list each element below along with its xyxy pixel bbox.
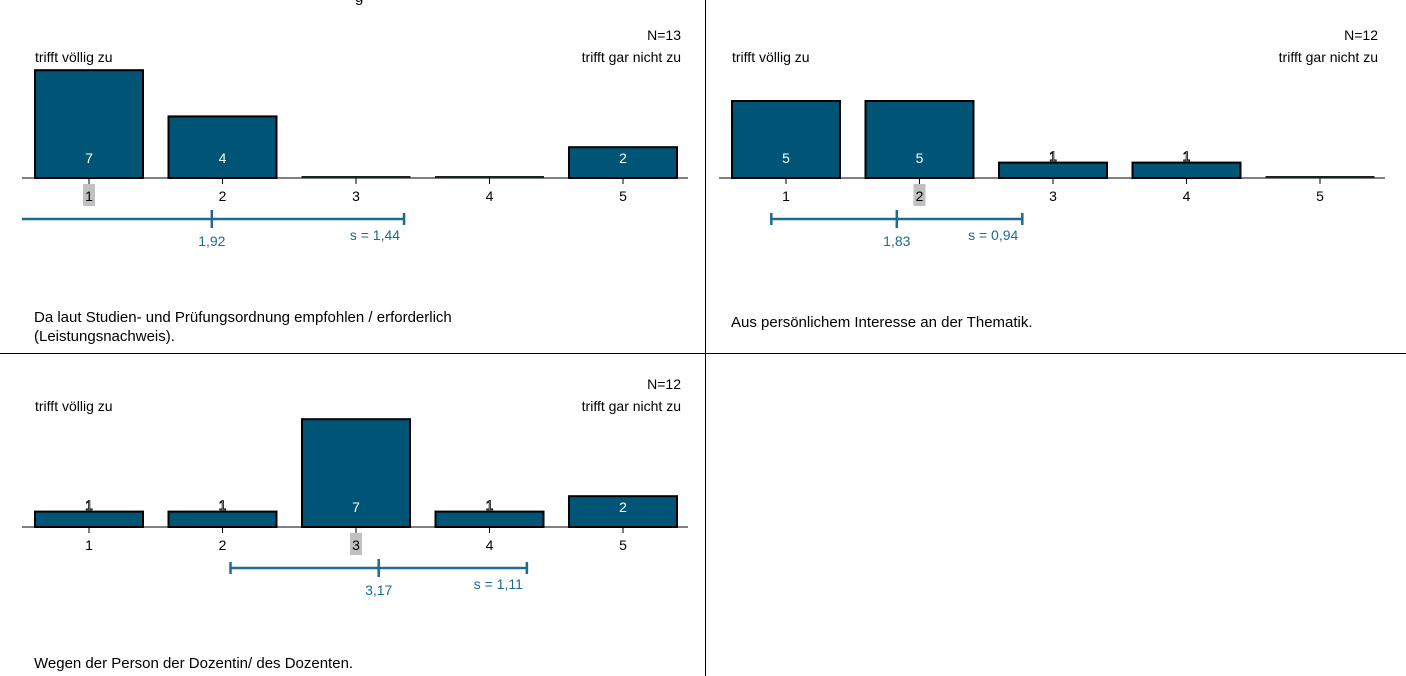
mean-label: 1,83: [883, 233, 910, 249]
x-tick-label: 5: [619, 188, 627, 204]
bar-value-label: 5: [782, 150, 790, 166]
right-anchor-label: trifft gar nicht zu: [582, 49, 681, 65]
bar-value-label: 1: [85, 497, 93, 513]
median-highlight: [350, 533, 362, 555]
x-tick-label: 1: [85, 537, 93, 553]
x-tick-label: 5: [619, 537, 627, 553]
header-fragment-text: g: [355, 0, 363, 6]
chart-svg-2: N=12 trifft völlig zu trifft gar nicht zu 1…: [22, 376, 688, 598]
right-anchor-label: trifft gar nicht zu: [1279, 49, 1378, 65]
x-tick-label: 4: [486, 537, 494, 553]
bar-value-label: 4: [219, 150, 227, 166]
chart-panel-2: N=12 trifft völlig zu trifft gar nicht zu 1…: [0, 349, 705, 676]
n-label: N=12: [1344, 27, 1378, 43]
bar-value-label: 1: [486, 497, 494, 513]
bar-value-label: 7: [352, 499, 360, 515]
bar-5: [568, 495, 678, 528]
bar-4: [434, 510, 545, 529]
bar-value-label: 2: [619, 150, 627, 166]
sd-label: s = 0,94: [968, 227, 1018, 243]
bar-value-label: 7: [85, 150, 93, 166]
bar-value-label: 1: [1049, 148, 1057, 164]
question-text-2: Wegen der Person der Dozentin/ des Dozen…: [34, 655, 354, 672]
grid-vertical-divider: [705, 0, 706, 676]
bar-5: [568, 146, 678, 179]
right-anchor-label: trifft gar nicht zu: [582, 398, 681, 414]
x-tick-label: 3: [352, 188, 360, 204]
bar-4: [1131, 161, 1242, 180]
bar-2: [167, 115, 278, 179]
chart-svg-1: N=12 trifft völlig zu trifft gar nicht zu 5…: [719, 27, 1385, 249]
median-highlight: [83, 184, 95, 206]
bar-value-label: 1: [1183, 148, 1191, 164]
left-anchor-label: trifft völlig zu: [732, 49, 810, 65]
bar-value-label: 5: [916, 150, 924, 166]
chart-panel-1: N=12 trifft völlig zu trifft gar nicht zu 5…: [697, 0, 1406, 353]
x-tick-label: 4: [1183, 188, 1191, 204]
left-anchor-label: trifft völlig zu: [35, 49, 113, 65]
bar-1: [34, 510, 144, 529]
grid-horizontal-divider: [0, 353, 1406, 354]
mean-label: 1,92: [198, 233, 225, 249]
x-tick-label: 2: [219, 188, 227, 204]
bar-value-label: 1: [219, 497, 227, 513]
chart-svg-0: N=13 trifft völlig zu trifft gar nicht zu 7…: [22, 27, 688, 249]
x-tick-label: 1: [782, 188, 790, 204]
left-anchor-label: trifft völlig zu: [35, 398, 113, 414]
sd-label: s = 1,44: [350, 227, 400, 243]
bar-3: [301, 418, 411, 528]
n-label: N=12: [647, 376, 681, 392]
x-tick-label: 3: [352, 537, 360, 553]
x-tick-label: 2: [219, 537, 227, 553]
question-text-0: Da laut Studien- und Prüfungsordnung emp…: [34, 309, 452, 345]
question-text-1: Aus persönlichem Interesse an der Themat…: [731, 314, 1033, 331]
x-tick-label: 1: [85, 188, 93, 204]
x-tick-label: 4: [486, 188, 494, 204]
x-tick-label: 3: [1049, 188, 1057, 204]
bar-1: [34, 69, 144, 179]
median-highlight: [913, 184, 926, 206]
bar-3: [998, 161, 1108, 180]
sd-label: s = 1,11: [474, 576, 523, 592]
mean-label: 3,17: [365, 582, 392, 598]
n-label: N=13: [647, 27, 681, 43]
header-fragment: g: [0, 0, 1406, 6]
bar-value-label: 2: [619, 499, 627, 515]
x-tick-label: 5: [1316, 188, 1324, 204]
chart-panel-0: N=13 trifft völlig zu trifft gar nicht zu 7…: [0, 0, 705, 353]
bar-2: [864, 100, 975, 179]
bar-2: [167, 510, 278, 529]
bar-1: [731, 100, 841, 179]
x-tick-label: 2: [916, 188, 924, 204]
